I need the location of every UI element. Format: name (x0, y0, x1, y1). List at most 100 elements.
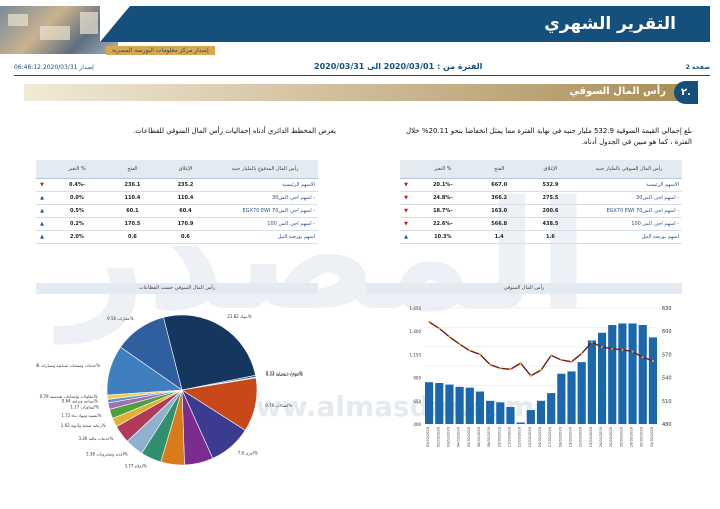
pie-label: منتجات منزلية 0.33% (266, 370, 304, 375)
cell-open: 163.0 (473, 204, 525, 218)
down-arrow-icon: ▼ (400, 191, 412, 205)
pie-label: سياحة وترفيه 0.64% (62, 399, 98, 404)
combo-chart-title: رأس المال السوقي (366, 283, 682, 294)
x-tick-label: 23/03/2020 (589, 427, 593, 447)
line-point (478, 353, 482, 356)
cell-name: اسهم بورصة النيل (576, 230, 682, 244)
line-point (448, 335, 451, 338)
pie-label: رعاية صحية وأدوية 1.62% (61, 423, 106, 428)
bar (628, 323, 637, 424)
up-arrow-icon: ▲ (36, 191, 48, 205)
pie-label: أغذية ومشروبات 3.38% (86, 451, 128, 456)
pie-label: كيماويات 1.17% (70, 404, 99, 409)
x-tick-label: 01/03/2020 (426, 427, 430, 447)
line-point (580, 352, 583, 355)
cell-close: 0.6 (158, 230, 212, 244)
cell-name: - اسهم اجي اكس30 (212, 191, 318, 205)
x-tick-label: 18/03/2020 (558, 427, 562, 447)
up-arrow-icon: ▲ (400, 230, 412, 244)
line-point (499, 367, 502, 370)
bar (618, 323, 627, 424)
section-title: رأس المال السوقي (569, 86, 666, 97)
cell-chg: -22.6% (412, 217, 474, 231)
cell-chg: 0.2% (48, 217, 106, 231)
table-row: - اسهم اجي اكس 100 170.9 170.5 0.2% ▲ (36, 217, 318, 231)
cell-close: 532.9 (524, 178, 576, 192)
cell-close: 110.4 (158, 191, 212, 205)
bar (597, 332, 607, 424)
x-tick-label: 11/03/2020 (507, 427, 511, 447)
tick-label: 1,150 (410, 352, 422, 357)
line-point (489, 363, 492, 366)
cell-close: 170.9 (158, 217, 212, 231)
line-point (427, 320, 431, 324)
x-tick-label: 30/03/2020 (640, 427, 644, 447)
line-point (550, 354, 553, 357)
cell-chg: -0.4% (48, 178, 106, 192)
up-arrow-icon: ▲ (36, 217, 48, 231)
tick-label: 650 (413, 399, 421, 404)
cell-name: - اسهم اجي اكس70 EGX70 EWI (576, 204, 682, 218)
cell-open: 170.5 (105, 217, 159, 231)
bar (435, 383, 444, 424)
pie-label: تشييد ومواد بناء 1.72% (61, 413, 101, 418)
col-arrow (400, 160, 412, 179)
bar (587, 340, 596, 424)
table-row: - اسهم اجي اكس30 110.4 110.4 0.0% ▲ (36, 191, 318, 205)
up-arrow-icon: ▲ (36, 204, 48, 218)
cell-chg: -20.1% (412, 178, 474, 192)
period-label: الفترة من : 2020/03/01 الى 2020/03/31 (314, 62, 483, 71)
x-tick-label: 04/03/2020 (457, 427, 461, 447)
cell-chg: 0.5% (48, 204, 106, 218)
page-number: صفحة 2 (685, 64, 710, 71)
bar (516, 422, 525, 424)
col-close: الإغلاق (524, 160, 576, 179)
col-open: الفتح (105, 160, 159, 179)
line-point (570, 360, 573, 363)
cell-open: 60.1 (105, 204, 159, 218)
x-tick-label: 02/03/2020 (436, 427, 440, 447)
bar (486, 400, 495, 424)
market-cap-table: رأس المال السوقي بالمليار جنيه الإغلاق ا… (400, 160, 682, 244)
down-arrow-icon: ▼ (400, 178, 412, 192)
line-point (641, 356, 644, 359)
col-change: % التغير (48, 160, 106, 179)
bar (496, 402, 505, 424)
issue-date: إصدار 2020/03/31 06:46:12 (14, 64, 94, 71)
x-tick-label: 03/03/2020 (446, 427, 450, 447)
line-point (560, 358, 563, 362)
x-tick-label: 10/03/2020 (497, 427, 501, 447)
pie-label: خدمات ومنتجات صناعية وسيارات 9.08% (36, 363, 100, 368)
bar (506, 406, 515, 424)
table-row: الاسهم الرئيسية 235.2 236.1 -0.4% ▼ (36, 178, 318, 192)
line-point (458, 343, 461, 346)
line-point (529, 374, 532, 377)
tick-label: 630 (662, 306, 672, 312)
x-tick-label: 08/03/2020 (477, 427, 481, 447)
cell-close: 275.5 (524, 191, 576, 205)
tick-label: 570 (662, 352, 672, 358)
pie-slice (120, 316, 183, 391)
pie-label: إعلام 3.77% (124, 463, 147, 468)
bar (536, 400, 546, 424)
tick-label: 1,650 (410, 306, 422, 311)
x-tick-label: 26/03/2020 (619, 427, 623, 447)
tick-label: 510 (662, 399, 672, 405)
bar (608, 325, 617, 424)
col-name: رأس المال السوقي بالمليار جنيه (576, 160, 682, 179)
line-point (631, 350, 634, 353)
line-point (519, 362, 522, 365)
bar (425, 382, 434, 424)
pie-label: مقاولات وإنشاءات هندسية 0.79% (40, 394, 98, 400)
tick-label: 540 (662, 376, 672, 382)
table-row: الاسهم الرئيسية 532.9 667.0 -20.1% ▼ (400, 178, 682, 192)
cell-open: 236.1 (105, 178, 159, 192)
table-row: - اسهم اجي اكس 100 438.5 566.8 -22.6% ▼ (400, 217, 682, 231)
x-tick-label: 12/03/2020 (518, 427, 522, 447)
table-row: - اسهم اجي اكس30 275.5 366.2 -24.8% ▼ (400, 191, 682, 205)
table-row: - اسهم اجي اكس70 EGX70 EWI 60.4 60.1 0.5% ▲ (36, 204, 318, 218)
cell-close: 235.2 (158, 178, 212, 192)
header-band (100, 6, 710, 42)
line-point (611, 347, 614, 350)
table-row: اسهم بورصة النيل 0.6 0.6 2.0% ▲ (36, 230, 318, 244)
